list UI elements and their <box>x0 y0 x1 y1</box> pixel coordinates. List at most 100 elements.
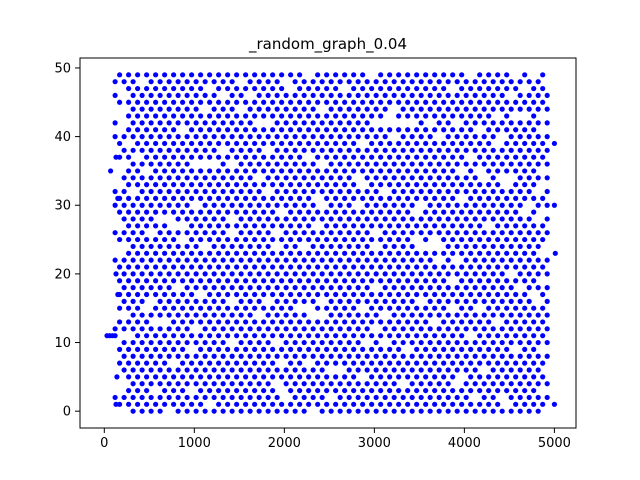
data-point <box>355 257 361 263</box>
data-point <box>445 408 451 414</box>
data-point <box>427 79 433 85</box>
data-point <box>508 243 514 250</box>
data-point <box>463 326 469 332</box>
data-point <box>387 291 393 298</box>
data-point <box>274 394 280 401</box>
data-point <box>481 394 487 401</box>
data-point <box>157 326 163 332</box>
data-point <box>346 271 352 277</box>
data-point <box>364 120 370 126</box>
data-point <box>216 374 222 380</box>
data-point <box>378 223 384 229</box>
data-point <box>400 134 406 140</box>
data-point <box>265 394 271 401</box>
data-point <box>351 236 357 243</box>
data-point <box>522 319 528 325</box>
data-point <box>283 285 289 291</box>
data-point <box>229 79 235 85</box>
data-point <box>454 106 460 112</box>
data-point <box>369 319 375 325</box>
data-point <box>445 257 451 263</box>
data-point <box>220 339 226 346</box>
data-point <box>265 381 271 387</box>
data-point <box>306 195 312 201</box>
data-point <box>207 195 213 201</box>
data-point <box>328 312 334 318</box>
data-point <box>315 250 321 256</box>
data-point <box>229 147 235 153</box>
data-point <box>319 230 325 236</box>
data-point <box>463 271 469 277</box>
data-point <box>198 113 204 119</box>
data-point <box>387 209 393 215</box>
data-point <box>180 85 186 92</box>
data-point <box>373 312 379 318</box>
data-point <box>121 202 127 208</box>
data-point <box>468 360 474 366</box>
data-point <box>337 161 343 167</box>
data-point <box>148 106 154 112</box>
data-point <box>180 264 186 270</box>
data-point <box>355 271 361 277</box>
data-point <box>342 127 348 133</box>
data-point <box>315 333 321 339</box>
data-point <box>490 120 496 126</box>
data-point <box>207 250 213 256</box>
data-point <box>364 285 370 291</box>
data-point <box>252 360 258 366</box>
data-point <box>405 85 411 92</box>
data-point <box>513 195 519 201</box>
data-point <box>486 387 492 394</box>
data-point <box>243 346 249 352</box>
data-point <box>211 408 217 414</box>
data-point <box>175 257 181 263</box>
data-point <box>274 79 280 85</box>
data-point <box>157 285 163 291</box>
data-point <box>414 99 420 105</box>
data-point <box>171 209 177 215</box>
data-point <box>121 285 127 291</box>
data-point <box>360 85 366 92</box>
data-point <box>504 154 510 160</box>
data-point <box>310 92 316 99</box>
data-point <box>427 92 433 99</box>
data-point <box>346 230 352 236</box>
data-point <box>211 202 217 208</box>
data-point <box>472 408 478 414</box>
data-point <box>126 182 132 188</box>
data-point <box>117 346 123 352</box>
data-point <box>202 298 208 304</box>
data-point <box>144 195 150 201</box>
data-point <box>450 360 456 366</box>
data-point <box>175 120 181 126</box>
data-point <box>306 99 312 105</box>
data-point <box>225 250 231 256</box>
data-point <box>315 168 321 174</box>
data-point <box>243 168 249 174</box>
data-point <box>490 216 496 222</box>
data-point <box>517 271 523 277</box>
data-point <box>324 319 330 325</box>
data-point <box>432 305 438 311</box>
data-point <box>346 394 352 401</box>
data-point <box>139 326 145 332</box>
data-point <box>279 72 285 78</box>
data-point <box>544 216 550 222</box>
data-point <box>468 401 474 407</box>
data-point <box>139 230 145 236</box>
data-point <box>531 236 537 243</box>
data-point <box>333 291 339 298</box>
data-point <box>526 230 532 236</box>
data-point <box>306 85 312 92</box>
data-point <box>112 257 118 263</box>
data-point <box>211 257 217 263</box>
data-point <box>486 113 492 119</box>
data-point <box>369 278 375 284</box>
data-point <box>256 326 262 332</box>
data-point <box>333 154 339 160</box>
data-point <box>414 223 420 229</box>
data-point <box>364 230 370 236</box>
data-point <box>432 250 438 256</box>
data-point <box>220 312 226 318</box>
data-point <box>391 408 397 414</box>
